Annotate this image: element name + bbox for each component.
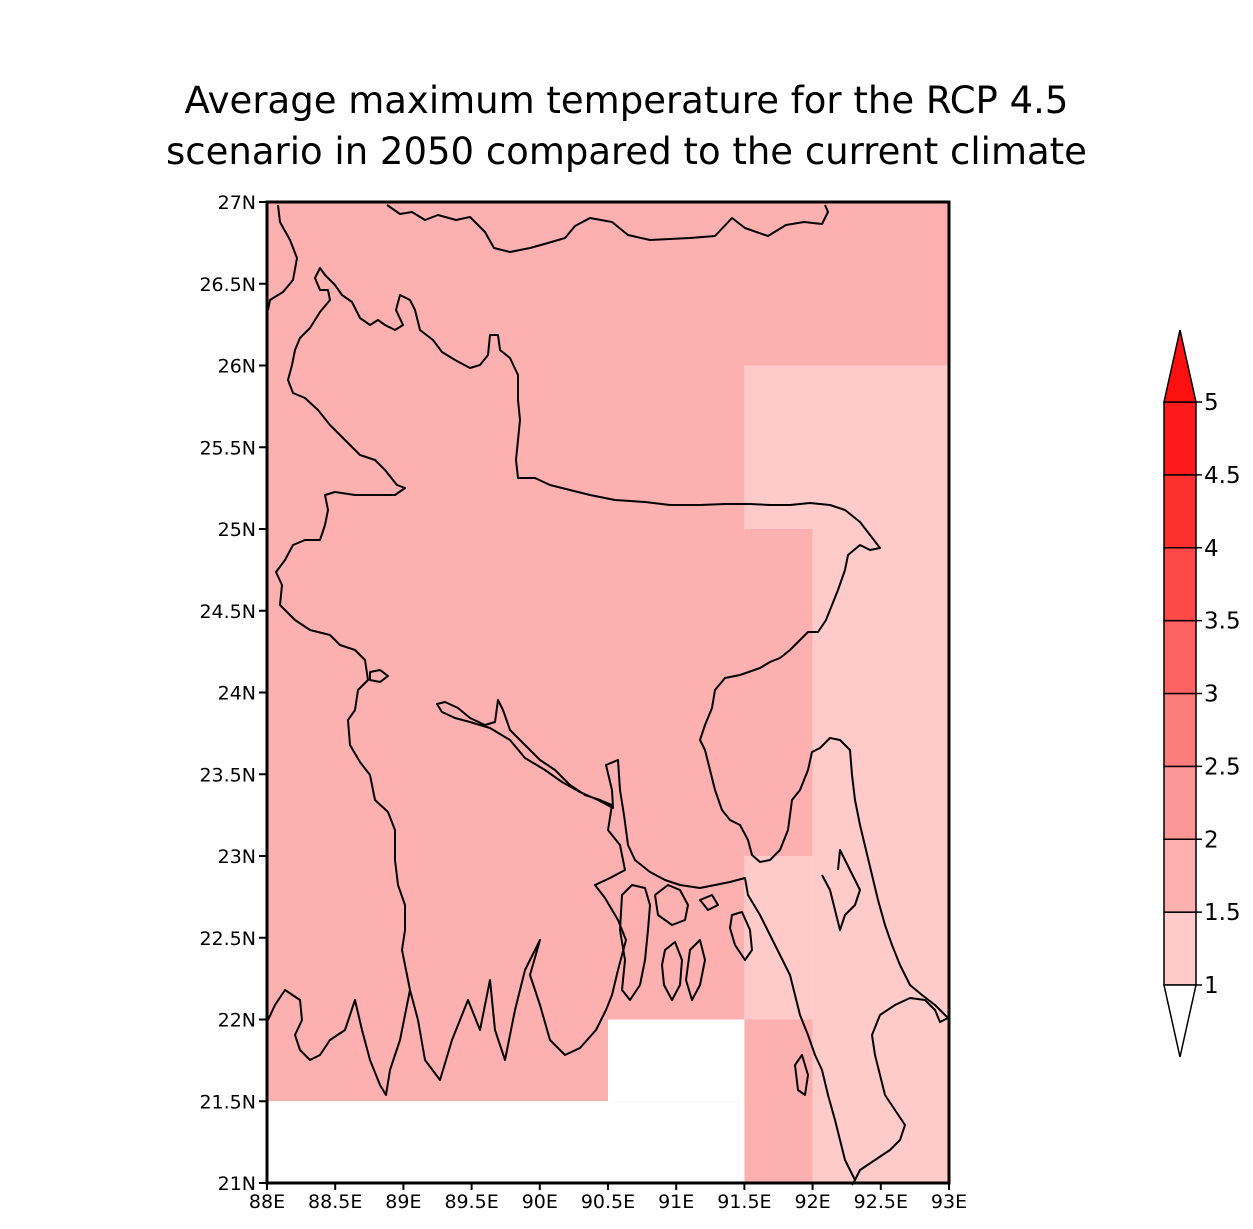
map-shaded-cells bbox=[267, 202, 949, 1183]
map-cell-7 bbox=[744, 1019, 813, 1183]
colorbar-label: 2.5 bbox=[1204, 754, 1241, 780]
colorbar-segment-3 bbox=[1163, 765, 1197, 840]
colorbar-segment-5 bbox=[1163, 619, 1197, 695]
lon-tick-label: 91E bbox=[658, 1191, 694, 1213]
map-cell-9 bbox=[267, 1101, 745, 1183]
colorbar-label: 1.5 bbox=[1204, 900, 1241, 926]
island-6 bbox=[729, 911, 753, 961]
lon-tick-label: 92E bbox=[795, 1191, 831, 1213]
bhutan-border-line bbox=[386, 204, 829, 253]
island-3 bbox=[661, 941, 683, 1001]
lat-tick-label: 24.5N bbox=[199, 601, 256, 623]
colorbar-label: 3 bbox=[1204, 682, 1219, 708]
lon-tick-label: 89E bbox=[385, 1191, 421, 1213]
colorbar-segment-6 bbox=[1163, 547, 1197, 622]
lon-tick-label: 91.5E bbox=[717, 1191, 771, 1213]
colorbar-label: 2 bbox=[1204, 827, 1219, 853]
map-cell-5 bbox=[812, 529, 949, 1183]
lon-tick-label: 92.5E bbox=[854, 1191, 908, 1213]
colorbar-label: 4 bbox=[1204, 536, 1219, 562]
lat-tick-label: 26.5N bbox=[199, 274, 256, 296]
lon-tick-label: 93E bbox=[931, 1191, 967, 1213]
lat-tick-label: 23N bbox=[218, 846, 256, 868]
colorbar: 1 1.5 2 2.5 3 3.5 4 4.5 5 bbox=[1163, 329, 1241, 1058]
colorbar-over-arrow bbox=[1163, 329, 1197, 403]
map-cell-1 bbox=[267, 202, 949, 366]
colorbar-under-arrow bbox=[1163, 984, 1197, 1058]
colorbar-label: 5 bbox=[1204, 390, 1219, 416]
lat-tick-label: 25.5N bbox=[199, 437, 256, 459]
map-cell-6 bbox=[744, 856, 813, 1020]
lon-tick-label: 90E bbox=[522, 1191, 558, 1213]
lat-tick-label: 25N bbox=[218, 519, 256, 541]
chart-title-line-2: scenario in 2050 compared to the current… bbox=[166, 130, 1087, 173]
bangladesh-border bbox=[267, 699, 949, 1186]
lat-tick-label: 21N bbox=[218, 1173, 256, 1195]
chart-title-line-1: Average maximum temperature for the RCP … bbox=[184, 79, 1069, 122]
colorbar-segment-7 bbox=[1163, 474, 1197, 549]
east-border-line bbox=[275, 267, 949, 1019]
colorbar-segment-4 bbox=[1163, 692, 1197, 768]
island-4 bbox=[685, 939, 706, 1001]
lon-tick-label: 88E bbox=[249, 1191, 285, 1213]
lon-tick-label: 88.5E bbox=[308, 1191, 362, 1213]
lat-tick-label: 21.5N bbox=[199, 1091, 256, 1113]
lat-tick-label: 24N bbox=[218, 683, 256, 705]
island-2 bbox=[654, 884, 689, 926]
map-cell-2 bbox=[267, 365, 745, 1102]
lat-tick-label: 23.5N bbox=[199, 764, 256, 786]
island-5 bbox=[699, 894, 719, 911]
map-cell-3 bbox=[744, 529, 813, 856]
northern-border-line bbox=[267, 204, 298, 311]
island-1 bbox=[619, 884, 651, 1001]
map-cell-4 bbox=[744, 365, 949, 529]
colorbar-segment-8 bbox=[1163, 401, 1197, 476]
map-cell-8 bbox=[608, 1019, 745, 1102]
colorbar-label: 3.5 bbox=[1204, 609, 1241, 635]
island-7 bbox=[794, 1054, 809, 1096]
map-boundaries bbox=[267, 204, 949, 1186]
lon-tick-label: 90.5E bbox=[581, 1191, 635, 1213]
colorbar-segment-1 bbox=[1163, 911, 1197, 986]
lat-tick-label: 26N bbox=[218, 356, 256, 378]
colorbar-segment-2 bbox=[1163, 838, 1197, 913]
lon-tick-label: 89.5E bbox=[444, 1191, 498, 1213]
latitude-axis: 27N 26.5N 26N 25.5N 25N 24.5N 24N 23.5N 23N 22.5N… bbox=[199, 192, 267, 1195]
colorbar-label: 1 bbox=[1204, 973, 1219, 999]
colorbar-label: 4.5 bbox=[1204, 463, 1241, 489]
longitude-axis: 88E 88.5E 89E 89.5E 90E 90.5E 91E 91.5E 92E 92.5E… bbox=[249, 1183, 967, 1213]
lat-tick-label: 27N bbox=[218, 192, 256, 214]
coast-creek-1 bbox=[821, 849, 861, 931]
lat-tick-label: 22N bbox=[218, 1010, 256, 1032]
river-outline bbox=[369, 669, 389, 683]
lat-tick-label: 22.5N bbox=[199, 928, 256, 950]
